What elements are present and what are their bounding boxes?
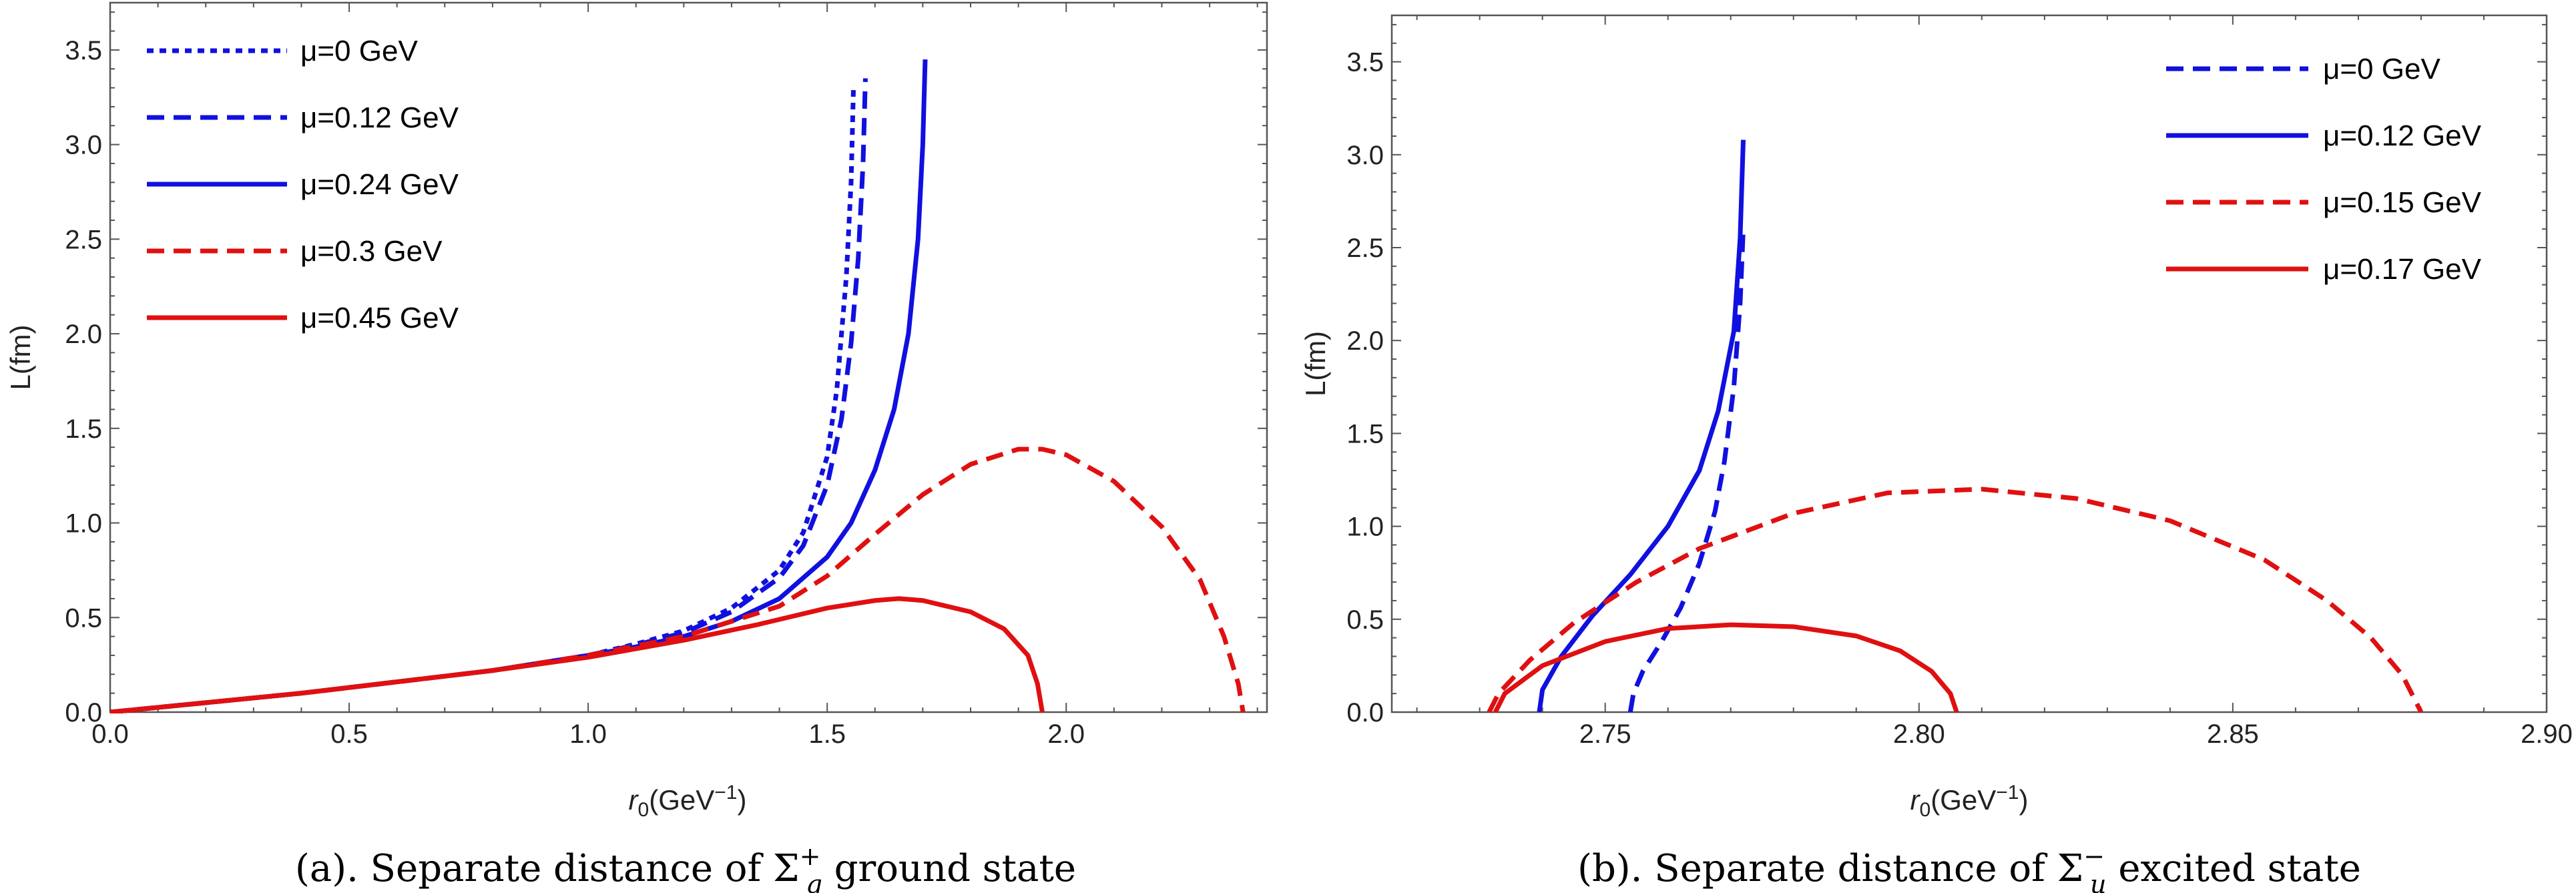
x-axis-label-sub: 0 <box>638 799 650 821</box>
y-tick-label: 3.5 <box>65 36 102 65</box>
plot-frame <box>109 1 1268 713</box>
y-tick-label: 2.0 <box>1346 326 1384 356</box>
series-line-0 <box>1627 229 1746 713</box>
y-tick-label: 3.0 <box>65 131 102 160</box>
caption-sub: u <box>2090 870 2106 893</box>
y-axis-label: L(fm) <box>5 325 36 390</box>
x-axis-label-var: r <box>629 784 639 816</box>
legend-label: μ=0.12 GeV <box>300 101 459 134</box>
caption-text: (b). Separate distance of Σ <box>1577 847 2083 890</box>
caption-suffix: ground state <box>822 847 1076 890</box>
x-axis-label-sub: 0 <box>1920 799 1931 821</box>
x-tick-label: 2.85 <box>2207 719 2259 749</box>
y-tick-label: 0.0 <box>65 698 102 727</box>
x-axis-label-unit: (GeV <box>1930 784 1996 816</box>
x-axis-label-sup: −1 <box>714 782 737 804</box>
x-tick-label: 0.5 <box>330 719 368 749</box>
x-axis-label: r0(GeV−1) <box>629 782 747 821</box>
legend-label: μ=0.24 GeV <box>300 168 459 201</box>
x-tick-label: 2.75 <box>1579 719 1631 749</box>
y-tick-label: 2.0 <box>65 320 102 349</box>
x-axis-label-var: r <box>1910 784 1921 816</box>
legend: μ=0 GeV μ=0.12 GeV μ=0.24 GeV μ=0.3 GeV μ=0.… <box>147 35 459 334</box>
y-tick-label: 0.5 <box>65 603 102 633</box>
legend-label: μ=0.3 GeV <box>300 235 443 268</box>
y-tick-label: 2.5 <box>1346 234 1384 263</box>
x-tick-label: 1.0 <box>569 719 607 749</box>
legend-label: μ=0.12 GeV <box>2323 119 2482 152</box>
x-axis-label-unit: (GeV <box>649 784 714 816</box>
figure-caption: (a). Separate distance of Σ+ g ground sta… <box>295 842 1076 893</box>
y-tick-label: 3.0 <box>1346 141 1384 170</box>
caption-sub: g <box>806 870 822 893</box>
y-tick-label: 2.5 <box>65 225 102 254</box>
series-line-2 <box>1487 487 2424 713</box>
series-line-1 <box>1537 139 1746 713</box>
x-axis-label: r0(GeV−1) <box>1910 782 2029 821</box>
legend-label: μ=0.17 GeV <box>2323 253 2482 286</box>
x-tick-label: 0.0 <box>91 719 129 749</box>
plot-frame <box>1390 14 2548 713</box>
x-tick-label: 2.80 <box>1893 719 1945 749</box>
series-line-3 <box>1493 622 1959 713</box>
y-tick-label: 3.5 <box>1346 48 1384 77</box>
x-axis-label-end: ) <box>2019 784 2028 816</box>
x-tick-label: 2.90 <box>2521 719 2573 749</box>
caption-sup: + <box>800 842 821 871</box>
legend: μ=0 GeV μ=0.12 GeV μ=0.15 GeV μ=0.17 GeV <box>2166 53 2482 286</box>
caption-suffix: excited state <box>2107 847 2361 890</box>
series-line-4 <box>110 596 1045 713</box>
legend-label: μ=0.15 GeV <box>2323 186 2482 219</box>
y-tick-label: 1.5 <box>65 414 102 444</box>
caption-text: (a). Separate distance of Σ <box>295 847 800 890</box>
y-tick-label: 0.5 <box>1346 605 1384 635</box>
panel-b: 0.0 0.5 1.0 1.5 2.0 2.5 3.0 3.5 2.75 2.80 2.85 2.90… <box>1300 14 2573 893</box>
legend-label: μ=0 GeV <box>2323 53 2440 85</box>
figure-caption: (b). Separate distance of Σ− u excited st… <box>1577 842 2361 893</box>
legend-label: μ=0 GeV <box>300 35 418 67</box>
legend-label: μ=0.45 GeV <box>300 302 459 334</box>
x-tick-label: 1.5 <box>808 719 846 749</box>
y-tick-label: 1.0 <box>1346 513 1384 542</box>
series-line-3 <box>110 446 1246 713</box>
panel-a: 0.0 0.5 1.0 1.5 2.0 2.5 3.0 3.5 0.0 0.5 1.0 1.5 2.0 r… <box>5 1 1268 893</box>
y-tick-label: 0.0 <box>1346 698 1384 727</box>
x-tick-label: 2.0 <box>1047 719 1085 749</box>
y-tick-label: 1.0 <box>65 509 102 539</box>
x-axis-label-sup: −1 <box>1996 782 2019 804</box>
x-axis-label-end: ) <box>737 784 746 816</box>
caption-sup: − <box>2083 842 2105 871</box>
y-axis-label: L(fm) <box>1300 331 1331 396</box>
series-line-0 <box>110 87 856 713</box>
y-tick-label: 1.5 <box>1346 419 1384 449</box>
